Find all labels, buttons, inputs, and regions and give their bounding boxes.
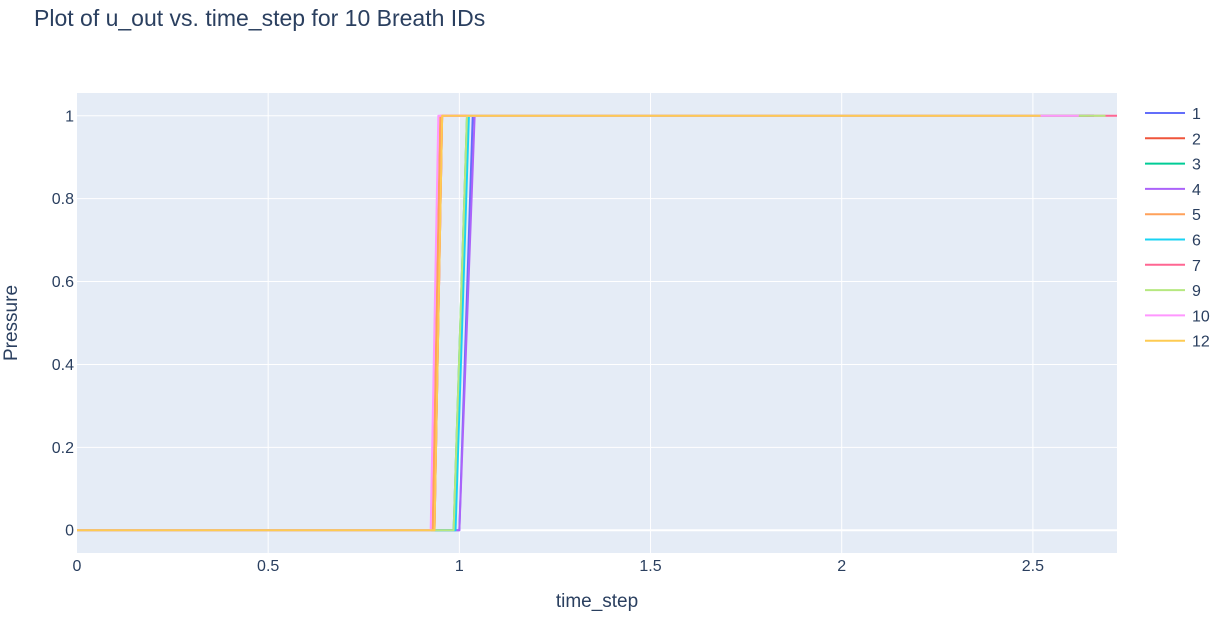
legend-label: 1 [1192,106,1201,123]
legend-item-4[interactable]: 4 [1145,182,1201,199]
x-tick-labels: 0 0.5 1 1.5 2 2.5 [73,558,1045,575]
series-layer [77,114,1117,532]
legend-item-3[interactable]: 3 [1145,157,1201,174]
y-axis-title: Pressure [1,285,22,361]
legend-label: 5 [1192,207,1201,224]
y-tick-label: 0.8 [52,191,74,208]
legend-item-2[interactable]: 2 [1145,131,1201,148]
chart-title: Plot of u_out vs. time_step for 10 Breat… [34,5,485,31]
legend-item-6[interactable]: 6 [1145,233,1201,250]
y-tick-label: 0.4 [52,357,74,374]
plot-background [77,93,1117,553]
x-axis-title: time_step [556,591,638,612]
legend-label: 9 [1192,283,1201,300]
y-tick-label: 0.6 [52,274,74,291]
legend-label: 12 [1192,334,1210,351]
legend-item-10[interactable]: 10 [1145,308,1210,325]
x-tick-label: 2.5 [1022,558,1044,575]
legend-label: 2 [1192,131,1201,148]
x-tick-label: 1.5 [639,558,661,575]
legend-item-9[interactable]: 9 [1145,283,1201,300]
legend-label: 4 [1192,182,1201,199]
legend-label: 3 [1192,157,1201,174]
y-tick-label: 1 [65,108,74,125]
legend-label: 7 [1192,258,1201,275]
legend-item-7[interactable]: 7 [1145,258,1201,275]
y-tick-labels: 0 0.2 0.4 0.6 0.8 1 [52,108,74,539]
legend-label: 6 [1192,233,1201,250]
series-line-12 [77,114,1041,532]
x-tick-label: 0.5 [257,558,279,575]
x-tick-label: 1 [455,558,464,575]
y-tick-label: 0 [65,523,74,540]
legend-item-5[interactable]: 5 [1145,207,1201,224]
y-tick-label: 0.2 [52,440,74,457]
legend-item-12[interactable]: 12 [1145,334,1210,351]
x-tick-label: 0 [73,558,82,575]
x-tick-label: 2 [837,558,846,575]
legend-label: 10 [1192,308,1210,325]
legend-item-1[interactable]: 1 [1145,106,1201,123]
